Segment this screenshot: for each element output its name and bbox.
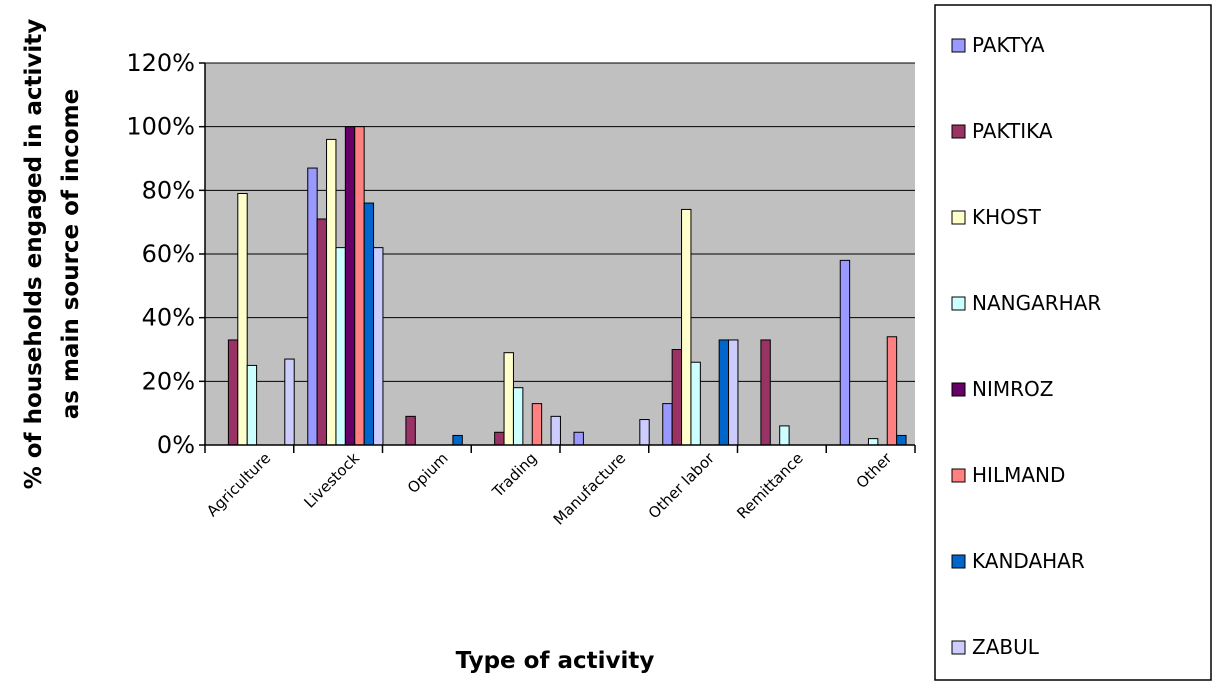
bar	[246, 364, 258, 446]
legend-label: PAKTIKA	[972, 119, 1053, 143]
x-tick-label: Trading	[488, 449, 540, 501]
bar	[728, 339, 739, 446]
legend-swatch	[951, 382, 966, 397]
bar	[512, 387, 524, 446]
y-tick-label: 80%	[142, 176, 195, 204]
bar	[896, 434, 907, 446]
legend-label: KHOST	[972, 205, 1042, 229]
y-ticks: 0% 20% 40% 60% 80% 100% 120%	[126, 49, 205, 459]
y-tick-label: 0%	[157, 431, 195, 459]
bar	[373, 247, 384, 446]
bar	[718, 339, 730, 446]
bar	[531, 403, 543, 446]
bar	[671, 349, 683, 446]
bar	[639, 419, 650, 446]
bar	[662, 403, 673, 446]
legend-label: NIMROZ	[972, 377, 1053, 401]
y-axis-title-line-2: as main source of income	[58, 89, 84, 420]
x-tick-label: Opium	[404, 449, 452, 497]
bar	[690, 361, 701, 446]
bar	[405, 415, 416, 446]
y-tick-label: 100%	[126, 113, 195, 141]
legend-label: ZABUL	[972, 635, 1040, 659]
y-tick-label: 120%	[126, 49, 195, 77]
x-tick-label: Livestock	[300, 449, 363, 512]
x-ticks: Agriculture Livestock Opium Trading Manufact…	[203, 445, 916, 529]
legend-swatch	[951, 38, 966, 53]
bar	[452, 434, 463, 446]
legend-label: HILMAND	[972, 463, 1065, 487]
y-tick-label: 20%	[142, 367, 195, 395]
bar	[867, 438, 879, 446]
bar	[326, 138, 337, 446]
bar	[316, 218, 328, 446]
legend-label: NANGARHAR	[972, 291, 1101, 315]
bar	[227, 339, 239, 446]
legend-label: PAKTYA	[972, 33, 1045, 57]
x-tick-label: Manufacture	[550, 449, 629, 528]
legend-swatch	[951, 468, 966, 483]
bar	[494, 431, 505, 446]
x-tick-label: Agriculture	[203, 449, 274, 520]
bar	[307, 167, 318, 446]
bar	[573, 431, 584, 446]
y-tick-label: 60%	[142, 240, 195, 268]
legend-swatch	[951, 210, 966, 225]
bar	[760, 339, 771, 446]
bar	[886, 336, 898, 446]
bar	[237, 193, 248, 446]
bar	[344, 126, 356, 446]
bar	[354, 126, 365, 446]
bar	[363, 202, 375, 446]
bar	[839, 259, 851, 446]
x-tick-label: Remittance	[733, 449, 806, 522]
x-tick-label: Other labor	[645, 449, 719, 523]
bar	[779, 425, 790, 446]
bar	[681, 208, 692, 446]
legend-swatch	[951, 296, 966, 311]
bar	[503, 352, 514, 446]
legend: PAKTYA PAKTIKA KHOST NANGARHAR NIMROZ HILMAND…	[951, 33, 1101, 659]
x-tick-label: Other	[853, 449, 896, 492]
y-axis-title-line-1: % of households engaged in activity	[21, 19, 47, 490]
bar	[284, 358, 295, 446]
legend-swatch	[951, 554, 966, 569]
bar	[335, 247, 346, 446]
legend-box	[934, 4, 1212, 681]
legend-swatch	[951, 124, 966, 139]
legend-label: KANDAHAR	[972, 549, 1085, 573]
bar	[550, 415, 561, 446]
bars	[227, 126, 907, 446]
legend-swatch	[951, 640, 966, 655]
x-axis-title: Type of activity	[456, 648, 655, 674]
y-tick-label: 40%	[142, 304, 195, 332]
